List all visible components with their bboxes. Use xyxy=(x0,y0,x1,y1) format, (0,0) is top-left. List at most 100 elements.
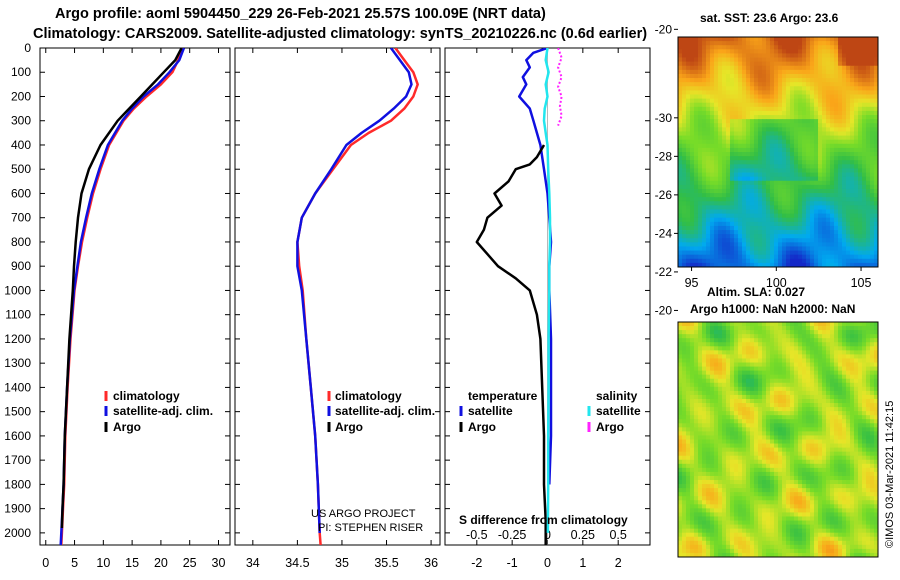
map-cell xyxy=(714,411,719,416)
map-cell xyxy=(822,94,827,100)
map-cell xyxy=(730,326,735,331)
map-cell xyxy=(778,358,783,363)
map-cell xyxy=(786,143,791,149)
map-cell xyxy=(874,102,879,108)
map-cell xyxy=(802,110,807,116)
map-cell xyxy=(822,350,827,355)
map-cell xyxy=(754,86,759,91)
map-cell xyxy=(734,221,739,227)
map-cell xyxy=(874,439,879,444)
map-cell xyxy=(742,475,747,481)
map-cell xyxy=(702,447,707,453)
map-cell xyxy=(706,135,711,141)
map-cell xyxy=(726,201,731,206)
map-cell xyxy=(822,403,827,408)
map-cell xyxy=(726,98,731,104)
depth-label: 1700 xyxy=(4,453,31,467)
map-cell xyxy=(874,407,879,412)
map-cell xyxy=(762,184,767,190)
map-cell xyxy=(842,463,847,469)
map-cell xyxy=(722,386,727,392)
map-cell xyxy=(774,37,779,42)
map-cell xyxy=(850,238,855,243)
map-cell xyxy=(774,53,779,58)
map-cell xyxy=(762,119,767,124)
map-cell xyxy=(698,180,703,186)
map-cell xyxy=(782,94,787,100)
map-cell xyxy=(850,49,855,54)
map-cell xyxy=(862,213,867,219)
map-cell xyxy=(782,403,787,408)
map-cell xyxy=(746,403,751,408)
map-cell xyxy=(818,423,823,428)
map-cell xyxy=(810,435,815,440)
map-cell xyxy=(742,205,747,210)
map-cell xyxy=(746,350,751,355)
map-cell xyxy=(858,326,863,331)
map-cell xyxy=(714,164,719,169)
map-cell xyxy=(754,176,759,182)
map-cell xyxy=(858,197,863,202)
map-cell xyxy=(730,234,735,239)
map-cell xyxy=(686,475,691,481)
map-cell xyxy=(698,475,703,481)
map-cell xyxy=(734,73,739,79)
map-cell xyxy=(802,322,807,327)
map-cell xyxy=(730,322,735,327)
map-cell xyxy=(766,176,771,182)
map-cell xyxy=(758,411,763,416)
map-cell xyxy=(806,250,811,256)
map-cell xyxy=(766,366,771,372)
map-cell xyxy=(870,115,875,120)
map-cell xyxy=(678,394,683,400)
map-cell xyxy=(814,451,819,457)
map-cell xyxy=(734,45,739,50)
map-cell xyxy=(686,53,691,58)
map-cell xyxy=(698,127,703,132)
map-cell xyxy=(734,164,739,169)
map-cell xyxy=(770,86,775,91)
map-cell xyxy=(718,326,723,331)
map-cell xyxy=(762,439,767,444)
map-cell xyxy=(822,346,827,351)
map-cell xyxy=(834,98,839,104)
map-cell xyxy=(750,366,755,372)
map-cell xyxy=(778,98,783,104)
map-cell xyxy=(774,147,779,153)
map-cell xyxy=(822,49,827,54)
map-cell xyxy=(854,152,859,157)
map-cell xyxy=(842,37,847,42)
map-cell xyxy=(730,86,735,91)
map-cell xyxy=(866,471,871,477)
map-cell xyxy=(770,139,775,145)
map-cell xyxy=(762,90,767,95)
map-cell xyxy=(754,230,759,235)
map-cell xyxy=(790,197,795,202)
map-cell xyxy=(846,197,851,202)
map-cell xyxy=(774,78,779,83)
map-cell xyxy=(874,176,879,182)
map-cell xyxy=(842,411,847,416)
map-cell xyxy=(694,242,699,247)
map-cell xyxy=(710,139,715,145)
map-cell xyxy=(682,86,687,91)
map-cell xyxy=(858,213,863,219)
map-cell xyxy=(686,90,691,95)
map-cell xyxy=(682,65,687,71)
map-cell xyxy=(742,156,747,161)
map-cell xyxy=(710,394,715,400)
map-cell xyxy=(874,209,879,215)
map-cell xyxy=(758,197,763,202)
map-cell xyxy=(790,419,795,424)
map-cell xyxy=(766,143,771,149)
map-cell xyxy=(850,180,855,186)
map-cell xyxy=(870,119,875,124)
map-cell xyxy=(798,358,803,363)
map-cell xyxy=(854,366,859,372)
map-cell xyxy=(694,82,699,87)
map-cell xyxy=(690,262,695,268)
map-cell xyxy=(838,398,843,404)
map-cell xyxy=(814,131,819,136)
map-cell xyxy=(866,160,871,165)
map-cell xyxy=(870,459,875,465)
